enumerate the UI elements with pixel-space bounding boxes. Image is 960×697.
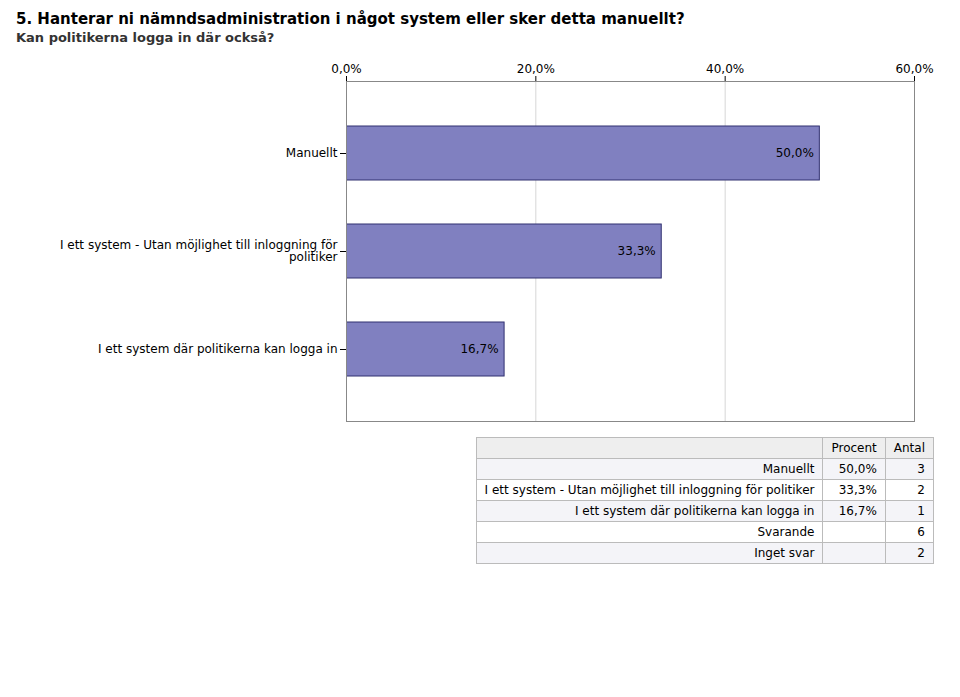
html-text:I ett system - Utan möjlighet: I ett system - Utan möjlighet till inlog… xyxy=(484,483,815,497)
svg-text:33,3%: 33,3% xyxy=(618,244,656,258)
html-text:5. Hanterar ni nämndsadministr: 5. Hanterar ni nämndsadministration i nå… xyxy=(16,10,685,28)
svg-text:16,7%: 16,7% xyxy=(460,342,498,356)
html-text:2: 2 xyxy=(917,483,925,497)
svg-text:Manuellt: Manuellt xyxy=(286,146,338,160)
svg-text:60,0%: 60,0% xyxy=(895,62,933,76)
svg-text:0,0%: 0,0% xyxy=(331,62,362,76)
svg-text:20,0%: 20,0% xyxy=(517,62,555,76)
html-text:16,7%: 16,7% xyxy=(838,504,877,518)
html-text:3: 3 xyxy=(917,462,925,476)
html-text:I ett system där politikerna k: I ett system där politikerna kan logga i… xyxy=(575,504,815,518)
html-text:Svarande: Svarande xyxy=(757,525,815,539)
html-text:1: 1 xyxy=(917,504,925,518)
svg-text:I ett system där politikerna k: I ett system där politikerna kan logga i… xyxy=(98,342,337,356)
svg-text:I ett system - Utan möjlighet: I ett system - Utan möjlighet till inlog… xyxy=(60,238,338,264)
html-text:Procent: Procent xyxy=(831,441,877,455)
html-text:50,0%: 50,0% xyxy=(838,462,877,476)
html-text:Manuellt: Manuellt xyxy=(762,462,815,476)
html-text:2: 2 xyxy=(917,546,925,560)
html-text:33,3%: 33,3% xyxy=(838,483,877,497)
html-text:Kan politikerna logga in där o: Kan politikerna logga in där också? xyxy=(16,30,275,45)
html-text:6: 6 xyxy=(917,525,925,539)
html-text:Antal: Antal xyxy=(893,441,925,455)
svg-text:50,0%: 50,0% xyxy=(776,146,814,160)
svg-text:40,0%: 40,0% xyxy=(706,62,744,76)
html-text:Inget svar: Inget svar xyxy=(754,546,815,560)
